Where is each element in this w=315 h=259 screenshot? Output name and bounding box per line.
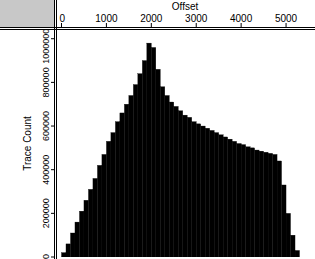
y-tick <box>51 169 54 170</box>
histogram-bar <box>120 113 124 257</box>
histogram-bar <box>111 133 115 257</box>
histogram-bar <box>223 137 227 257</box>
histogram-bar <box>286 213 290 257</box>
separator <box>54 0 55 259</box>
histogram-bar <box>183 115 187 257</box>
y-tick <box>51 38 54 39</box>
x-tick-label: 3000 <box>185 13 208 24</box>
chart-root: 0 1000 2000 3000 4000 5000 0 200000 400000 600000… <box>0 0 315 259</box>
histogram-bar <box>232 141 236 257</box>
histogram-bar <box>214 133 218 257</box>
histogram-bar <box>106 141 110 257</box>
y-tick-label: 200000 <box>41 198 51 228</box>
histogram-bar <box>151 47 155 257</box>
histogram-bar <box>88 189 92 257</box>
histogram-bar <box>70 233 74 257</box>
x-axis-line <box>57 29 313 30</box>
histogram-bar <box>192 122 196 257</box>
y-tick-label: 400000 <box>41 155 51 185</box>
y-tick-label: 800000 <box>41 67 51 97</box>
histogram-bar <box>93 178 97 257</box>
y-tick-label: 0 <box>41 254 51 259</box>
histogram-bar <box>124 104 128 257</box>
histogram-bar <box>241 145 245 257</box>
histogram-bar <box>228 139 232 257</box>
y-tick <box>51 213 54 214</box>
histogram-bar <box>268 153 272 257</box>
x-tick-label: 1000 <box>95 13 118 24</box>
x-tick-label: 4000 <box>230 13 253 24</box>
histogram-bar <box>169 102 173 257</box>
histogram-bar <box>156 69 160 257</box>
corner-box <box>0 0 54 27</box>
histogram-bar <box>129 95 133 257</box>
histogram-bar <box>277 161 281 257</box>
histogram-bar <box>75 222 79 257</box>
histogram-bar <box>102 154 106 257</box>
histogram-bar <box>138 74 142 257</box>
bars <box>61 43 299 257</box>
histogram-bar <box>165 95 169 257</box>
histogram-bar <box>196 124 200 257</box>
x-tick-label: 2000 <box>140 13 163 24</box>
histogram-bar <box>205 128 209 257</box>
histogram-bar <box>237 144 241 258</box>
histogram-bar <box>79 211 83 257</box>
y-tick-label: 1000000 <box>41 29 51 64</box>
histogram-bar <box>282 185 286 257</box>
histogram-bar <box>246 147 250 257</box>
histogram-bar <box>295 250 299 257</box>
histogram-bar <box>187 117 191 257</box>
histogram-bar <box>255 150 259 257</box>
y-tick-label: 600000 <box>41 111 51 141</box>
histogram-bar <box>160 87 164 257</box>
chart-svg: 0 1000 2000 3000 4000 5000 0 200000 400000 600000… <box>0 0 315 259</box>
histogram-bar <box>291 235 295 257</box>
histogram-bar <box>219 135 223 257</box>
histogram-bar <box>115 122 119 257</box>
histogram-bar <box>273 154 277 257</box>
histogram-bar <box>66 244 70 257</box>
x-tick-label: 0 <box>59 13 65 24</box>
histogram-bar <box>210 130 214 257</box>
histogram-bar <box>250 148 254 257</box>
y-tick <box>51 126 54 127</box>
histogram-bar <box>133 85 137 257</box>
histogram-bar <box>174 106 178 257</box>
separator <box>0 27 315 28</box>
histogram-bar <box>97 165 101 257</box>
histogram-bar <box>259 151 263 257</box>
x-tick-label: 5000 <box>275 13 298 24</box>
y-tick <box>51 82 54 83</box>
histogram-bar <box>178 111 182 257</box>
histogram-bar <box>264 152 268 257</box>
y-tick <box>51 257 54 258</box>
histogram-bar <box>84 200 88 257</box>
histogram-bar <box>147 43 151 257</box>
histogram-bar <box>142 61 146 257</box>
histogram-bar <box>201 126 205 257</box>
x-axis-title: Offset <box>172 1 199 12</box>
y-axis-title: Trace Count <box>22 116 33 171</box>
y-axis-line <box>56 30 57 257</box>
histogram-bar <box>61 253 65 257</box>
separator <box>56 0 57 259</box>
